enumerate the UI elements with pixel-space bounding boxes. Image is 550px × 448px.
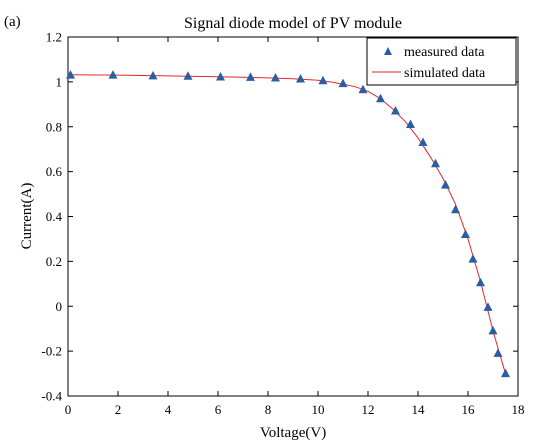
- measured-point: [318, 75, 328, 85]
- measured-point: [148, 70, 158, 80]
- chart-title: Signal diode model of PV module: [184, 15, 402, 32]
- legend-marker-measured: [384, 47, 392, 55]
- y-tick-label: 1: [56, 74, 63, 89]
- y-tick-label: 1.2: [46, 30, 62, 45]
- x-tick-label: 0: [65, 402, 72, 417]
- legend-label-simulated: simulated data: [404, 66, 486, 81]
- measured-point: [66, 70, 75, 79]
- measured-point: [183, 71, 193, 80]
- measured-point: [501, 368, 510, 378]
- x-tick-label: 2: [115, 402, 122, 417]
- legend-label-measured: measured data: [404, 45, 485, 60]
- measured-point: [461, 229, 470, 238]
- axis-ticks: 0 2 4 6 8 10 12 14 16 18 -0.4 -0.2 0 0.2 0.4 0.6 0.8 1 1.2: [41, 30, 524, 418]
- measured-point: [296, 73, 305, 83]
- x-tick-label: 12: [362, 402, 375, 417]
- measured-point: [108, 70, 118, 79]
- x-tick-label: 8: [265, 402, 272, 417]
- legend: measured data simulated data: [366, 37, 517, 86]
- plot-area: [67, 36, 519, 397]
- y-axis-label: Current(A): [19, 183, 35, 250]
- x-tick-label: 4: [165, 402, 172, 417]
- measured-point: [358, 84, 368, 94]
- measured-point: [216, 71, 225, 81]
- measured-point: [246, 72, 255, 81]
- measured-point: [441, 180, 450, 189]
- measured-point: [451, 204, 460, 214]
- y-tick-label: 0.8: [46, 119, 62, 134]
- measured-point: [483, 302, 493, 311]
- y-tick-label: 0.4: [46, 209, 63, 224]
- x-tick-label: 14: [412, 402, 426, 417]
- measured-point: [338, 78, 348, 88]
- y-tick-label: 0: [56, 299, 63, 314]
- measured-point: [406, 119, 415, 129]
- measured-point: [376, 93, 385, 103]
- measured-point: [488, 325, 498, 335]
- x-axis-label: Voltage(V): [260, 425, 326, 441]
- x-tick-label: 10: [312, 402, 325, 417]
- measured-point: [476, 277, 485, 287]
- measured-point: [468, 254, 478, 263]
- simulated-series: [67, 74, 506, 374]
- measured-point: [493, 348, 503, 357]
- measured-point: [418, 137, 428, 146]
- measured-series: [66, 70, 510, 378]
- x-tick-label: 6: [215, 402, 222, 417]
- y-tick-label: 0.2: [46, 254, 62, 269]
- y-tick-label: -0.2: [41, 344, 62, 359]
- y-tick-label: 0.6: [46, 164, 63, 179]
- measured-point: [271, 73, 280, 82]
- measured-point: [431, 158, 440, 168]
- y-tick-label: -0.4: [41, 389, 62, 404]
- panel-label: (a): [4, 14, 21, 30]
- legend-box: [366, 37, 517, 86]
- x-tick-label: 16: [462, 402, 476, 417]
- measured-point: [391, 106, 400, 115]
- simulated-line: [67, 74, 506, 374]
- x-tick-label: 18: [512, 402, 525, 417]
